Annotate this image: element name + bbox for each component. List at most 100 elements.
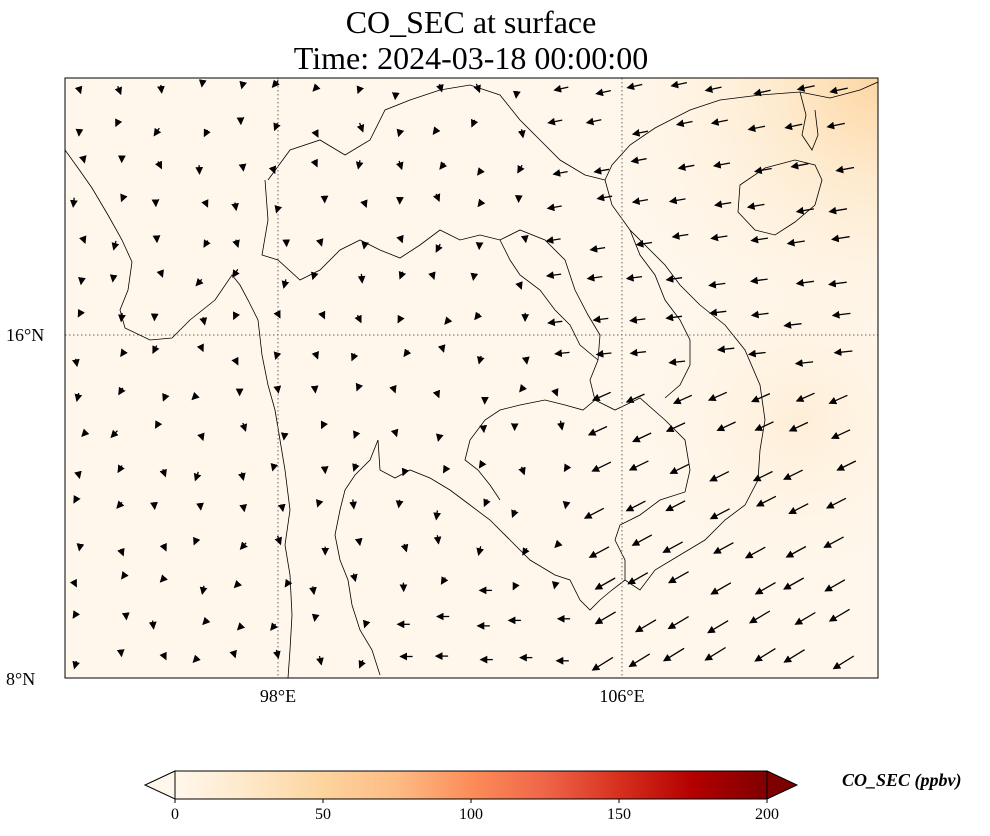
wind-arrow: [428, 271, 436, 281]
wind-arrow: [351, 352, 359, 362]
wind-arrow: [783, 469, 803, 480]
wind-arrow: [396, 234, 404, 244]
wind-arrow: [562, 500, 571, 510]
wind-arrow: [398, 270, 407, 280]
wind-arrow: [116, 500, 125, 509]
wind-arrow: [79, 235, 87, 245]
wind-arrow: [752, 470, 773, 482]
wind-arrow: [236, 622, 246, 631]
wind-arrow: [670, 80, 688, 89]
wind-arrow: [591, 391, 611, 402]
wind-arrow: [397, 314, 405, 324]
wind-arrow: [73, 495, 81, 504]
wind-arrow: [281, 279, 290, 289]
wind-arrow: [361, 241, 370, 250]
wind-arrow: [72, 660, 80, 670]
wind-arrow: [118, 312, 126, 323]
wind-arrow: [552, 169, 568, 177]
wind-arrow: [836, 460, 857, 471]
wind-arrow: [203, 128, 211, 138]
wind-arrow: [79, 155, 87, 164]
wind-arrow: [545, 271, 562, 279]
wind-arrow: [232, 239, 240, 248]
wind-arrow: [594, 577, 616, 590]
wind-arrow: [115, 118, 123, 128]
wind-arrow: [483, 498, 491, 508]
wind-arrow: [521, 356, 530, 365]
wind-arrow: [828, 206, 848, 215]
wind-arrow: [74, 470, 82, 480]
wind-arrow: [436, 83, 444, 93]
wind-arrow: [554, 539, 563, 549]
colorbar-tick-150: 150: [607, 806, 631, 823]
wind-arrow: [794, 359, 814, 367]
map-title: CO_SEC at surface: [345, 4, 597, 40]
wind-arrow: [72, 610, 81, 619]
wind-arrow: [554, 349, 570, 358]
wind-arrow: [156, 269, 164, 278]
wind-arrow: [470, 118, 479, 128]
wind-arrow: [518, 466, 526, 476]
wind-arrow: [553, 84, 569, 93]
wind-arrow: [835, 165, 855, 174]
wind-arrow: [150, 501, 158, 511]
colorbar-tick-100: 100: [459, 806, 483, 823]
wind-arrow: [357, 273, 366, 284]
wind-arrow: [796, 84, 815, 92]
wind-arrow: [750, 310, 769, 319]
wind-arrow: [478, 459, 487, 469]
wind-arrow: [704, 85, 722, 93]
wind-arrow: [477, 355, 485, 365]
map-frame: [64, 77, 879, 679]
wind-arrow: [828, 279, 847, 288]
wind-arrow: [833, 348, 853, 357]
map-time-subtitle: Time: 2024-03-18 00:00:00: [293, 40, 649, 76]
wind-arrow: [755, 495, 777, 507]
wind-arrow: [270, 622, 279, 631]
wind-arrow: [795, 206, 815, 215]
wind-arrow: [74, 392, 83, 402]
wind-arrow: [830, 429, 851, 439]
wind-arrow: [754, 421, 774, 431]
wind-arrow: [546, 203, 562, 212]
wind-arrow: [477, 167, 485, 176]
wind-arrow: [588, 546, 610, 558]
wind-arrow: [586, 273, 603, 282]
field-high-east: [65, 78, 878, 678]
wind-arrow: [231, 202, 239, 212]
wind-arrow: [78, 277, 86, 286]
wind-arrow: [672, 394, 693, 405]
wind-arrow: [747, 349, 766, 358]
wind-arrow: [628, 653, 651, 668]
wind-arrow: [826, 121, 845, 130]
wind-arrow: [154, 420, 163, 429]
wind-arrow: [396, 128, 405, 138]
wind-arrow: [310, 158, 318, 168]
wind-arrow: [583, 507, 605, 519]
wind-arrow: [274, 535, 282, 546]
wind-arrow: [355, 160, 364, 170]
wind-arrow: [355, 382, 364, 392]
wind-arrow: [199, 316, 208, 326]
wind-arrow: [625, 500, 646, 512]
wind-arrow: [547, 318, 563, 327]
wind-arrow: [585, 117, 602, 126]
wind-arrow: [667, 571, 689, 584]
wind-arrow: [667, 616, 689, 630]
wind-arrow: [825, 497, 847, 509]
wind-arrow: [75, 128, 84, 137]
wind-arrow: [193, 536, 201, 546]
wind-arrow: [311, 613, 320, 622]
wind-arrow: [512, 90, 521, 99]
wind-arrow: [709, 308, 727, 317]
wind-arrow: [630, 156, 647, 165]
wind-arrow: [545, 236, 561, 244]
wind-arrow: [831, 234, 850, 243]
wind-arrow: [665, 500, 686, 512]
wind-arrow: [473, 83, 481, 94]
wind-arrow: [753, 88, 771, 97]
wind-arrow: [710, 118, 728, 126]
wind-arrow: [751, 393, 771, 403]
wind-arrow: [203, 239, 211, 248]
wind-arrow: [432, 126, 441, 135]
